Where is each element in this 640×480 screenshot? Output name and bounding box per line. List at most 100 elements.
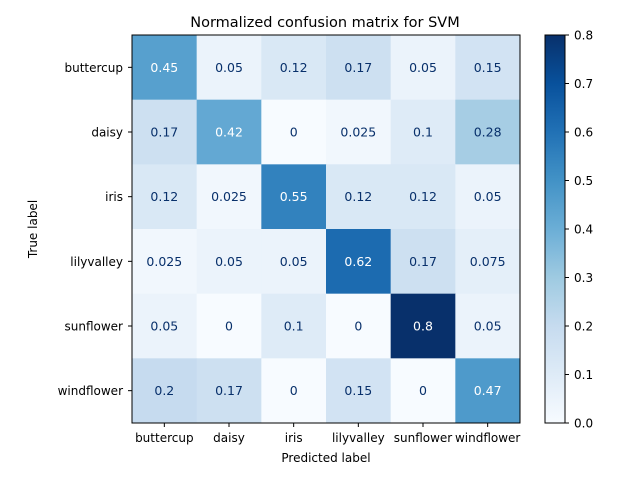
cell-value-label: 0.2: [154, 383, 174, 398]
cell-value-label: 0.15: [474, 60, 502, 75]
cell-value-label: 0.8: [413, 319, 433, 334]
heatmap-cell: [261, 164, 327, 230]
colorbar-tick-label: 0.4: [574, 223, 593, 237]
y-tick-label: lilyvalley: [70, 255, 123, 269]
cell-value-label: 0.12: [344, 189, 372, 204]
x-tick-label: sunflower: [394, 431, 453, 445]
heatmap-cell: [261, 293, 327, 359]
x-tick-label: buttercup: [135, 431, 194, 445]
cell-value-label: 0.62: [344, 254, 372, 269]
heatmap-cell: [390, 229, 456, 295]
cell-value-label: 0.1: [413, 125, 433, 140]
cell-value-label: 0.12: [409, 189, 437, 204]
colorbar-tick-label: 0.8: [574, 29, 593, 43]
heatmap-cell: [326, 99, 392, 165]
cell-value-label: 0: [354, 319, 362, 334]
heatmap-cell: [196, 35, 262, 101]
cell-value-label: 0.17: [344, 60, 372, 75]
x-tick-label: windflower: [455, 431, 520, 445]
heatmap-cell: [196, 358, 262, 424]
heatmap-cell: [390, 35, 456, 101]
colorbar-tick-label: 0.5: [574, 174, 593, 188]
colorbar: 0.0 0.1 0.2 0.3 0.4 0.5 0.6 0.7 0.8: [544, 29, 593, 431]
heatmap-cell: [326, 293, 392, 359]
heatmap-cell: [132, 293, 198, 359]
cell-value-label: 0.47: [474, 383, 502, 398]
heatmap-cell: [132, 358, 198, 424]
chart-title: Normalized confusion matrix for SVM: [190, 15, 459, 31]
colorbar-tick-label: 0.6: [574, 126, 593, 140]
heatmap-cell: [196, 99, 262, 165]
cell-value-label: 0.42: [215, 125, 243, 140]
cell-value-label: 0.05: [474, 189, 502, 204]
heatmap-cell: [326, 358, 392, 424]
colorbar-tick-label: 0.0: [574, 417, 593, 431]
heatmap-cell: [196, 293, 262, 359]
cell-value-label: 0.075: [470, 254, 506, 269]
heatmap-cell: [455, 358, 521, 424]
cell-value-label: 0: [290, 125, 298, 140]
y-tick-label: iris: [105, 190, 123, 204]
cell-value-label: 0.28: [474, 125, 502, 140]
heatmap-cell: [390, 293, 456, 359]
cell-value-label: 0.17: [150, 125, 178, 140]
y-tick-label: daisy: [91, 126, 123, 140]
y-tick-label: windflower: [58, 384, 123, 398]
heatmap-cell: [326, 229, 392, 295]
cell-value-label: 0.1: [284, 319, 304, 334]
heatmap-cell: [390, 358, 456, 424]
cell-value-label: 0.12: [280, 60, 308, 75]
heatmap-cell: [196, 164, 262, 230]
colorbar-tick-label: 0.1: [574, 368, 593, 382]
cell-value-label: 0.12: [150, 189, 178, 204]
x-axis: buttercup daisy iris lilyvalley sunflower win…: [135, 423, 520, 445]
x-tick-label: iris: [285, 431, 303, 445]
heatmap-cell: [261, 229, 327, 295]
heatmap-cell: [455, 293, 521, 359]
plot-frame: [131, 34, 521, 424]
heatmap-cell: [455, 99, 521, 165]
heatmap-cell: [132, 229, 198, 295]
x-tick-label: lilyvalley: [332, 431, 385, 445]
heatmap-cell: [261, 35, 327, 101]
cell-value-label: 0.55: [280, 189, 308, 204]
cell-value-label: 0.17: [409, 254, 437, 269]
heatmap-cell: [455, 35, 521, 101]
cell-value-label: 0.05: [409, 60, 437, 75]
x-axis-label: Predicted label: [281, 451, 370, 465]
heatmap-cell: [132, 99, 198, 165]
y-axis: buttercup daisy iris lilyvalley sunflower win…: [58, 61, 132, 398]
heatmap-cell: [326, 35, 392, 101]
cell-value-label: 0.025: [340, 125, 376, 140]
heatmap-cell: [132, 35, 198, 101]
x-tick-label: daisy: [213, 431, 245, 445]
heatmap-cell: [455, 164, 521, 230]
colorbar-tick-label: 0.7: [574, 77, 593, 91]
cell-value-label: 0.45: [150, 60, 178, 75]
cell-value-label: 0.025: [146, 254, 182, 269]
cell-value-label: 0.025: [211, 189, 247, 204]
cell-value-label: 0: [225, 319, 233, 334]
cell-value-label: 0: [419, 383, 427, 398]
cell-value-label: 0.05: [474, 319, 502, 334]
y-tick-label: buttercup: [64, 61, 123, 75]
heatmap-cells: 0.45 0.05 0.12 0.17 0.05 0.15 0.17 0.42 0 0.025 0.…: [132, 35, 521, 424]
heatmap-cell: [261, 358, 327, 424]
heatmap-cell: [132, 164, 198, 230]
heatmap-cell: [261, 99, 327, 165]
colorbar-gradient: [544, 34, 566, 424]
heatmap-cell: [326, 164, 392, 230]
cell-value-label: 0.05: [280, 254, 308, 269]
colorbar-ticks: 0.0 0.1 0.2 0.3 0.4 0.5 0.6 0.7 0.8: [565, 29, 593, 431]
colorbar-tick-label: 0.2: [574, 320, 593, 334]
y-axis-label: True label: [26, 200, 40, 259]
heatmap-cell: [390, 99, 456, 165]
heatmap-cell: [196, 229, 262, 295]
heatmap-cell: [390, 164, 456, 230]
cell-value-label: 0.05: [215, 254, 243, 269]
y-tick-label: sunflower: [65, 320, 124, 334]
colorbar-tick-label: 0.3: [574, 271, 593, 285]
cell-value-label: 0.05: [150, 319, 178, 334]
heatmap-cell: [455, 229, 521, 295]
